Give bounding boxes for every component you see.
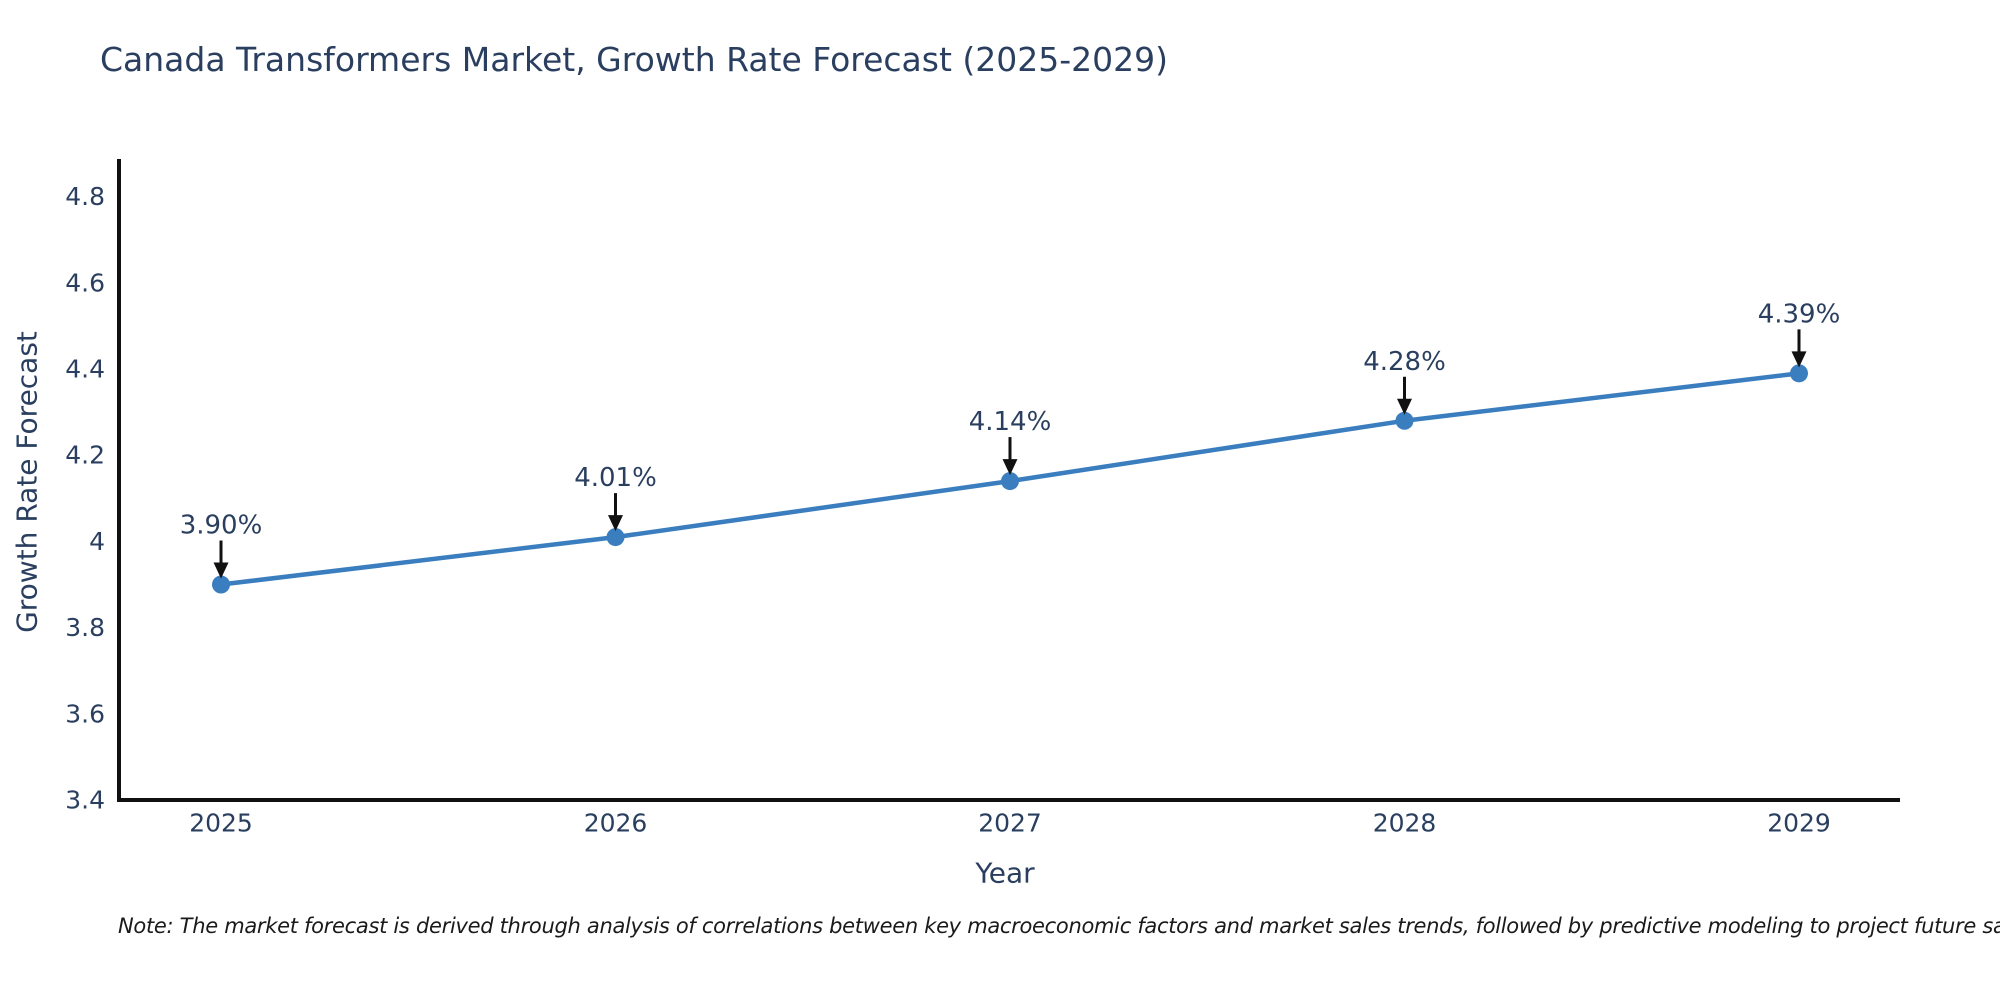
y-tick-label: 4.2 xyxy=(65,441,105,470)
y-tick-label: 4.8 xyxy=(65,182,105,211)
data-point-marker xyxy=(1395,411,1414,430)
y-tick-label: 3.4 xyxy=(65,786,105,815)
x-tick-label: 2026 xyxy=(584,809,648,838)
x-tick-label: 2028 xyxy=(1373,809,1437,838)
data-point-label: 4.39% xyxy=(1758,299,1841,329)
y-tick-label: 3.8 xyxy=(65,613,105,642)
y-tick-label: 4.4 xyxy=(65,355,105,384)
x-tick-label: 2029 xyxy=(1767,809,1831,838)
annotation-arrow-head xyxy=(1791,351,1807,368)
footnote: Note: The market forecast is derived thr… xyxy=(118,914,2000,938)
data-point-marker xyxy=(606,528,625,547)
y-tick-label: 4 xyxy=(89,527,105,556)
data-point-label: 4.01% xyxy=(574,463,657,493)
annotation-arrow-head xyxy=(608,515,623,532)
y-tick-label: 3.6 xyxy=(65,699,105,728)
data-point-marker xyxy=(212,575,230,594)
y-tick-label: 4.6 xyxy=(65,268,105,297)
chart-title: Canada Transformers Market, Growth Rate … xyxy=(100,40,1169,79)
annotation-arrow-head xyxy=(213,562,229,579)
data-point-marker xyxy=(1790,364,1808,383)
data-point-label: 4.28% xyxy=(1363,347,1446,377)
annotation-arrow-head xyxy=(1002,459,1018,476)
x-axis-title: Year xyxy=(975,856,1035,890)
x-tick-label: 2027 xyxy=(978,809,1042,838)
annotation-arrow-head xyxy=(1397,398,1412,415)
data-point-label: 4.14% xyxy=(969,407,1052,437)
x-tick-label: 2025 xyxy=(189,809,253,838)
data-point-marker xyxy=(1001,472,1019,491)
data-point-label: 3.90% xyxy=(180,511,263,541)
